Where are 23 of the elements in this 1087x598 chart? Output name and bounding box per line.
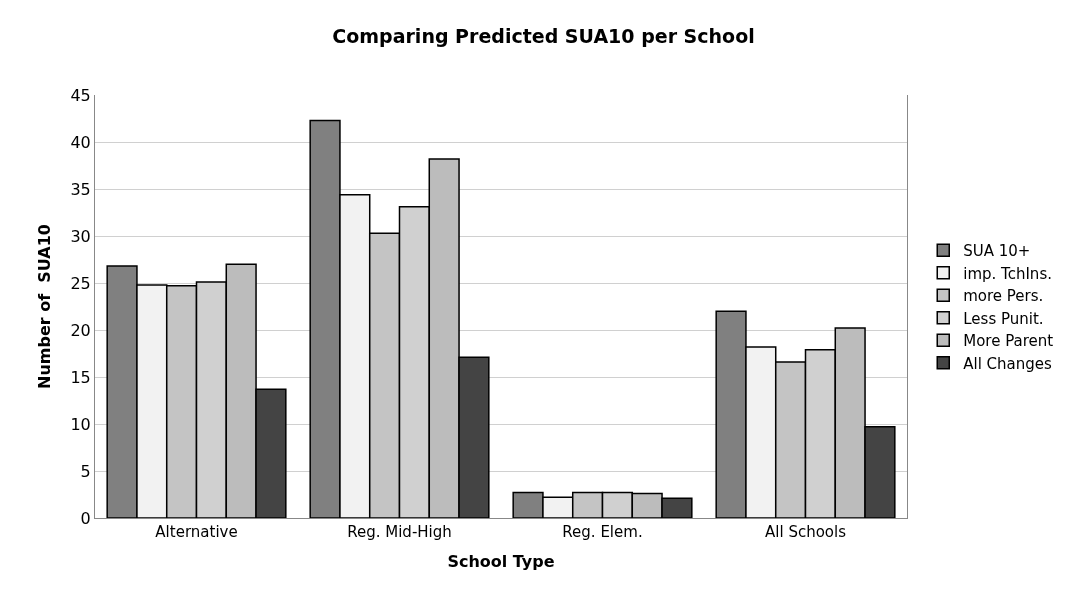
x-tick-label: Reg. Mid-High: [347, 523, 452, 541]
legend-label: Less Punit.: [963, 309, 1044, 328]
y-tick-label: 45: [70, 85, 91, 105]
y-tick-label: 10: [70, 414, 91, 434]
chart-title: Comparing Predicted SUA10 per School: [332, 25, 755, 48]
y-tick-label: 30: [70, 226, 91, 246]
legend-label: All Changes: [963, 354, 1053, 373]
legend-label: more Pers.: [963, 287, 1044, 306]
y-tick-label: 40: [70, 132, 91, 152]
legend-label: imp. TchIns.: [963, 264, 1052, 283]
x-tick-label: All Schools: [765, 523, 847, 541]
legend-label: SUA 10+: [963, 242, 1031, 261]
x-tick-label: Reg. Elem.: [562, 523, 643, 541]
y-tick-label: 25: [70, 273, 91, 293]
y-tick-label: 35: [70, 179, 91, 199]
x-tick-label: Alternative: [155, 523, 238, 541]
legend-label: More Parent: [963, 332, 1054, 351]
y-tick-label: 20: [70, 320, 91, 340]
x-axis-title: School Type: [447, 551, 555, 571]
y-tick-label: 15: [70, 367, 91, 387]
y-axis-title: Number of SUA10: [35, 224, 55, 389]
y-tick-label: 0: [80, 508, 91, 528]
y-tick-label: 5: [80, 461, 91, 481]
